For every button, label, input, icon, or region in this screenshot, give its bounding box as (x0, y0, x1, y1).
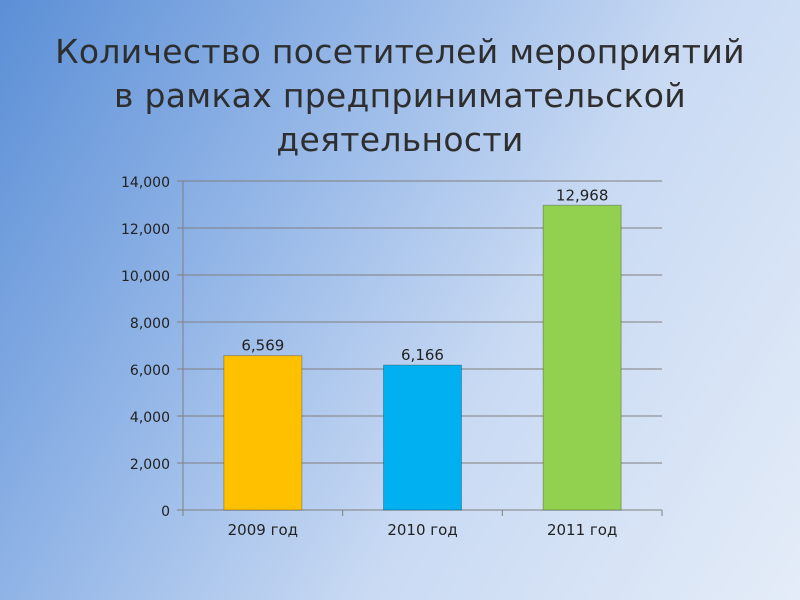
bar-2 (383, 364, 462, 511)
y-tick-label: 0 (161, 504, 170, 520)
y-tick-label: 10,000 (121, 269, 170, 285)
data-label: 12,968 (556, 186, 609, 204)
data-label: 6,569 (241, 337, 284, 355)
y-tick-label: 8,000 (130, 316, 170, 332)
data-labels: 6,569 6,166 12,968 (241, 186, 608, 364)
y-tick-label: 2,000 (130, 457, 170, 473)
y-tick-label: 6,000 (130, 363, 170, 379)
x-tick-label: 2009 год (228, 521, 298, 539)
data-label: 6,166 (401, 346, 444, 364)
x-tick-label: 2011 год (547, 521, 617, 539)
y-tick-label: 12,000 (121, 222, 170, 238)
x-tick-label: 2010 год (387, 521, 457, 539)
bar-1 (223, 355, 303, 511)
x-tick-labels: 2009 год 2010 год 2011 год (228, 521, 618, 539)
slide-title: Количество посетителей мероприятий в рам… (55, 32, 745, 159)
bars (223, 204, 622, 511)
y-tick-labels: 0 2,000 4,000 6,000 8,000 10,000 12,000 14,000 (121, 175, 170, 520)
bar-3 (542, 204, 622, 511)
y-tick-label: 14,000 (121, 175, 170, 191)
y-tick-label: 4,000 (130, 410, 170, 426)
